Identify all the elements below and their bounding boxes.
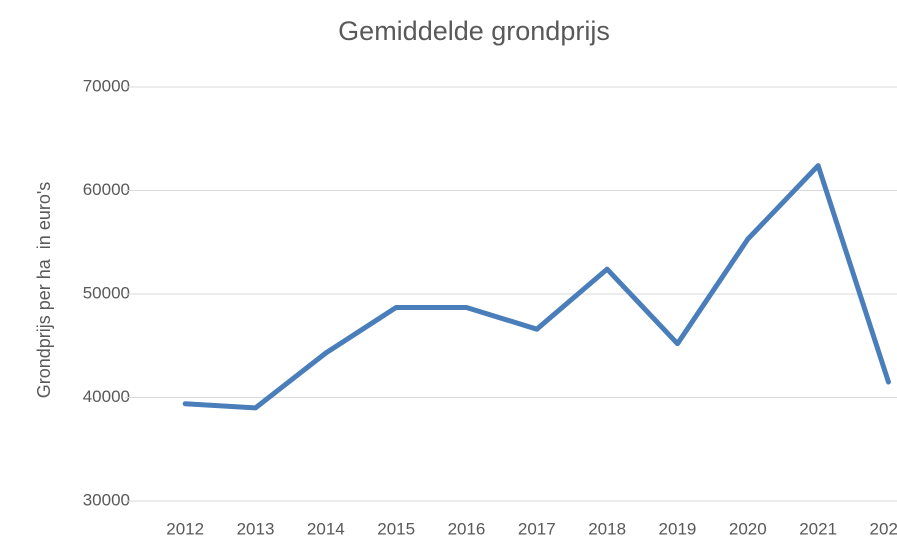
x-tick-label: 2019 (659, 519, 697, 538)
x-tick-label: 2016 (448, 519, 486, 538)
y-tick-label: 30000 (83, 490, 130, 509)
x-tick-label: 2012 (166, 519, 204, 538)
x-tick-label: 2021 (799, 519, 837, 538)
y-tick-label: 40000 (83, 387, 130, 406)
x-tick-label: 2015 (377, 519, 415, 538)
x-tick-label: 2017 (518, 519, 556, 538)
x-tick-label: 2018 (588, 519, 626, 538)
y-tick-label: 70000 (83, 76, 130, 95)
y-tick-label: 50000 (83, 283, 130, 302)
x-tick-label: 2014 (307, 519, 345, 538)
x-tick-label: 2020 (729, 519, 767, 538)
chart-title: Gemiddelde grondprijs (338, 16, 610, 46)
x-tick-label: 2013 (237, 519, 275, 538)
x-tick-label: 2022 (870, 519, 897, 538)
data-line (182, 163, 891, 411)
y-tick-label: 60000 (83, 180, 130, 199)
y-axis-title: Grondprijs per ha in euro's (34, 182, 54, 399)
